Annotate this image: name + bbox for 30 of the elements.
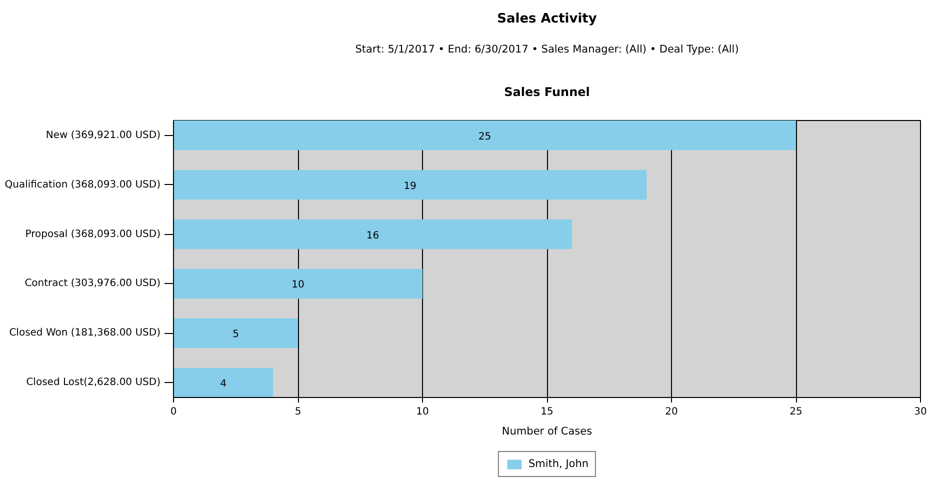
- data-label: 4: [220, 378, 226, 390]
- x-tick-label: 30: [914, 406, 927, 418]
- data-label: 16: [366, 230, 380, 242]
- text: Sales Funnel: [504, 85, 590, 99]
- bar: [174, 268, 422, 299]
- data-label: 19: [404, 180, 416, 192]
- data-label: 10: [292, 280, 304, 291]
- y-tick-label: Closed Won (181,368.00 USD): [9, 328, 161, 339]
- bar: [174, 120, 796, 150]
- y-tick-label: Closed Lost(2,628.00 USD): [26, 377, 161, 388]
- bar: [174, 368, 274, 398]
- legend-label: Smith, John: [528, 458, 589, 470]
- x-axis-title: Number of Cases: [502, 426, 592, 438]
- bar: [174, 318, 298, 348]
- x-tick-label: 25: [790, 406, 802, 418]
- chart-subtitle: Start: 5/1/2017 • End: 6/30/2017 • Sales Manager: (All) • Deal Type: (All): [355, 44, 739, 56]
- y-tick-label: Qualification (368,093.00 USD): [4, 179, 161, 190]
- y-tick-label: New (369,921.00 USD): [46, 130, 161, 141]
- bar: [174, 170, 647, 200]
- x-tick-label: 0: [170, 406, 177, 418]
- y-tick-label: Proposal (368,093.00 USD): [25, 228, 161, 240]
- bar: [174, 219, 572, 250]
- x-tick-label: 5: [294, 406, 302, 418]
- x-tick-label: 20: [665, 406, 678, 418]
- y-tick-label: Contract (303,976.00 USD): [24, 278, 161, 290]
- chart-title: Sales Activity: [497, 12, 598, 26]
- x-tick-label: 10: [416, 406, 429, 418]
- data-label: 25: [478, 131, 492, 142]
- x-tick-label: 15: [540, 406, 554, 418]
- data-label: 5: [232, 329, 239, 340]
